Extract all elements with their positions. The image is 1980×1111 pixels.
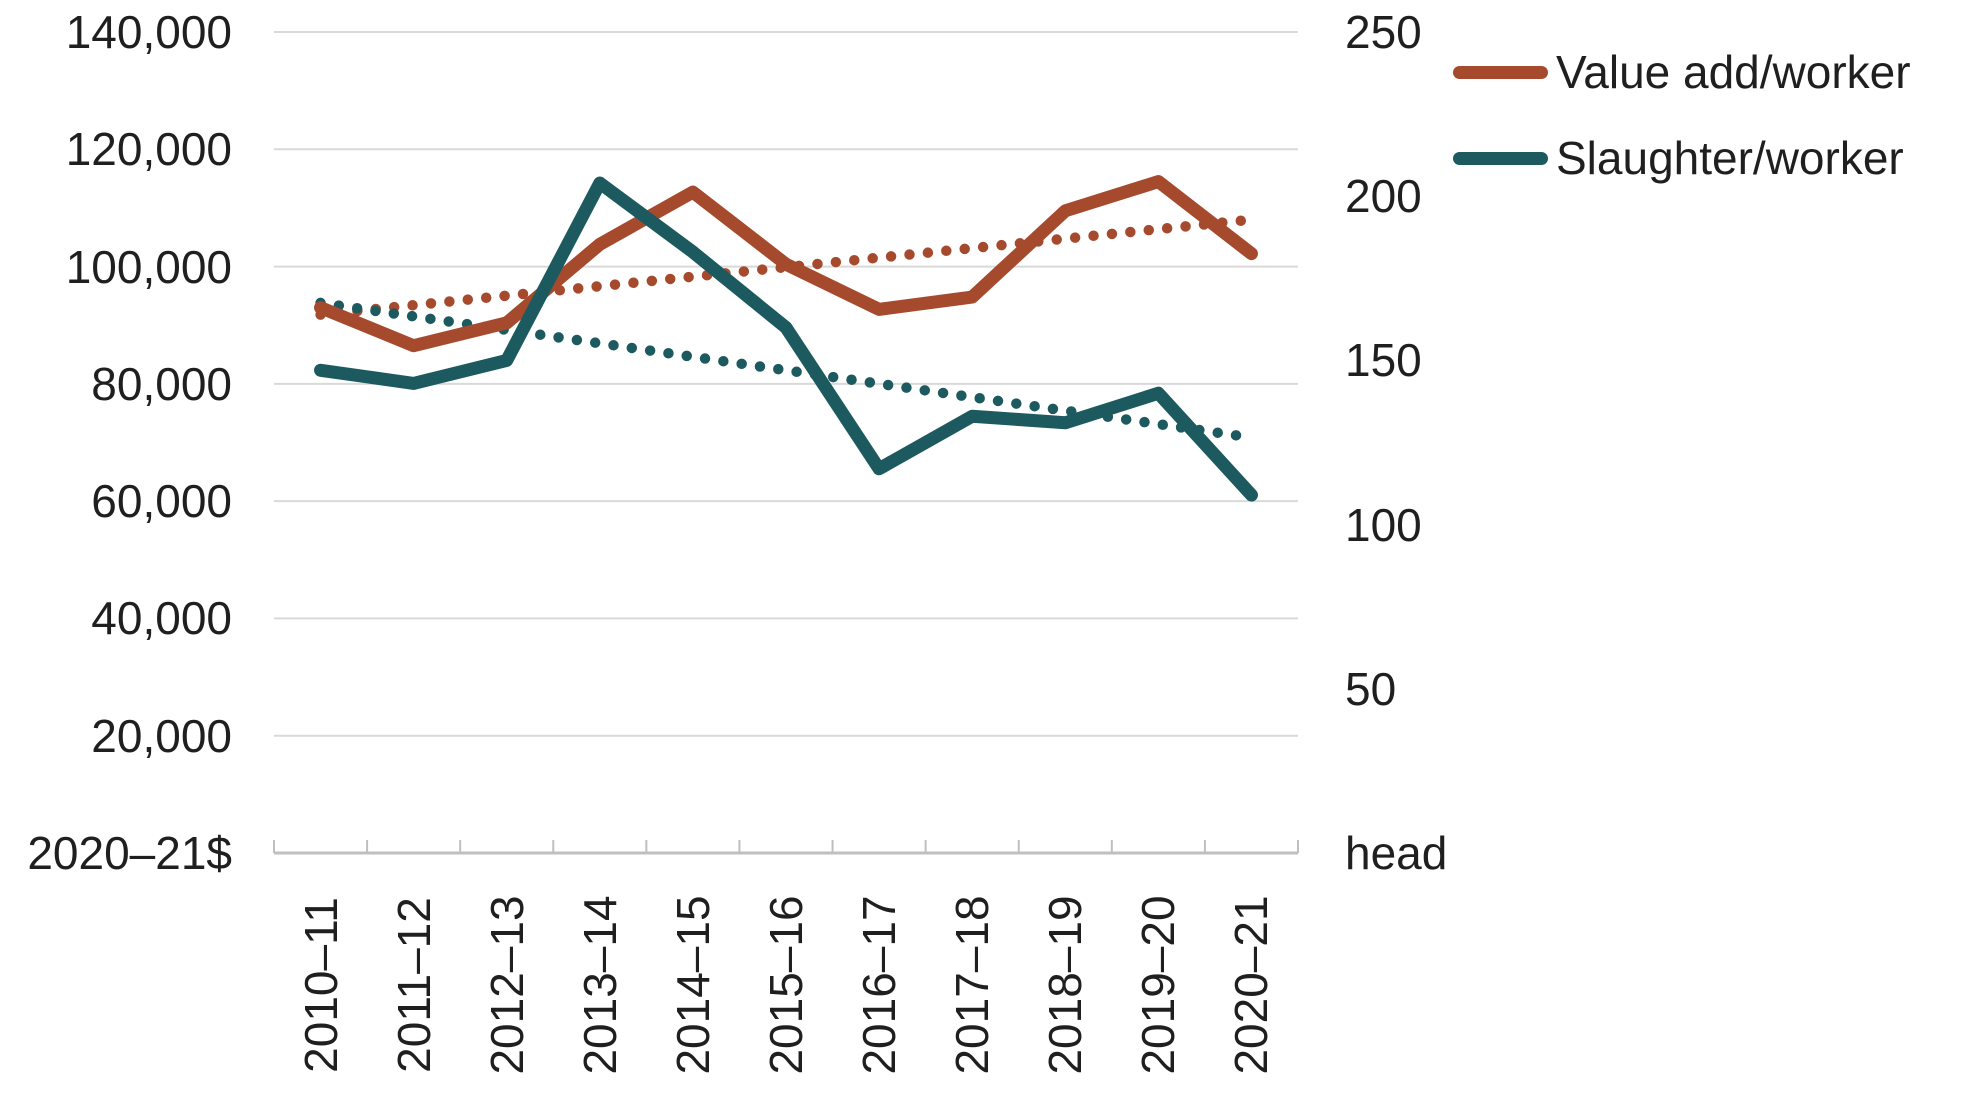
- slaughter-line: [314, 176, 1258, 502]
- value-add-trend-line: [315, 214, 1257, 320]
- value-add-line: [314, 175, 1258, 353]
